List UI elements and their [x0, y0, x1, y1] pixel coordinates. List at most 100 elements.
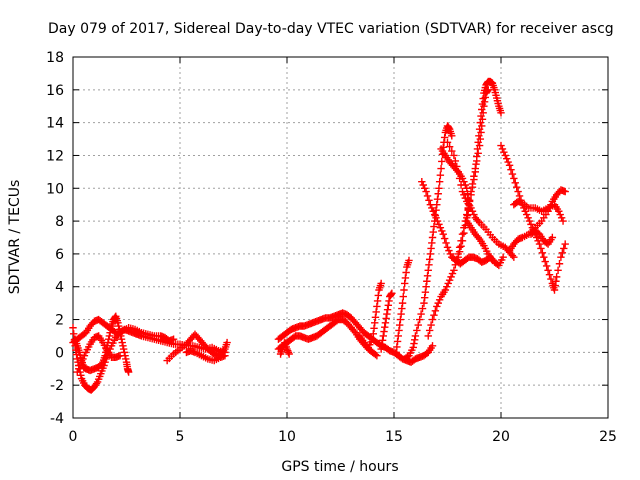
data-point [384, 301, 392, 310]
data-point [448, 132, 456, 140]
data-point [114, 322, 123, 330]
data-point [381, 319, 390, 327]
series-arc22 [527, 227, 557, 248]
data-point [369, 330, 378, 338]
data-point [493, 94, 501, 102]
data-point [457, 181, 465, 189]
data-point [421, 288, 430, 296]
data-point [395, 326, 403, 335]
data-point [398, 299, 407, 307]
data-point [507, 165, 515, 174]
data-point [508, 170, 517, 178]
series-arc3 [69, 315, 178, 347]
data-point [436, 171, 445, 179]
data-point [440, 234, 449, 243]
data-point [405, 256, 413, 265]
data-point [428, 342, 437, 350]
data-point [435, 184, 443, 192]
data-point [425, 196, 433, 205]
data-point [474, 149, 482, 157]
data-point [437, 164, 445, 173]
data-point [96, 372, 104, 381]
data-point [104, 335, 113, 343]
data-point [450, 266, 458, 275]
data-point [370, 324, 378, 332]
data-point [387, 290, 395, 299]
data-point [493, 97, 502, 105]
data-point [118, 338, 126, 347]
data-point [535, 240, 544, 248]
data-point [415, 315, 424, 324]
data-point [120, 348, 129, 357]
data-point [117, 332, 125, 340]
data-point [480, 98, 489, 106]
data-point [396, 315, 405, 324]
data-point [422, 283, 430, 291]
data-point [492, 91, 500, 99]
data-point [428, 233, 437, 242]
data-point [430, 222, 438, 231]
data-point [514, 187, 522, 196]
x-tick-label: 25 [599, 429, 617, 445]
grid [73, 57, 608, 418]
y-tick-label: 0 [55, 345, 64, 361]
data-point [470, 172, 478, 180]
data-point [463, 190, 472, 198]
data-point [388, 289, 396, 297]
data-point [411, 332, 420, 340]
data-point [374, 291, 383, 300]
data-point [512, 183, 521, 191]
data-point [473, 157, 481, 165]
data-point [429, 228, 437, 236]
data-point [417, 310, 425, 318]
data-point [554, 266, 562, 275]
data-point [383, 310, 391, 318]
data-point [494, 99, 502, 108]
series-arc10 [356, 279, 385, 352]
data-point [454, 168, 462, 176]
data-point [368, 335, 377, 343]
data-point [380, 327, 388, 336]
series-arc19 [497, 141, 569, 294]
series-arc6 [182, 347, 229, 365]
data-point [468, 180, 477, 188]
series-arc12 [392, 256, 413, 357]
x-tick-label: 20 [492, 429, 510, 445]
data-point [455, 248, 464, 256]
y-tick-label: 8 [55, 214, 64, 230]
data-point [559, 217, 567, 225]
data-point [378, 341, 386, 349]
y-tick-label: 10 [46, 181, 64, 197]
series-arc11 [377, 289, 396, 353]
data-point [425, 261, 433, 269]
data-point [428, 239, 436, 247]
data-point [440, 133, 449, 142]
data-point [547, 275, 555, 283]
y-tick-label: 2 [55, 313, 64, 329]
data-point [477, 128, 485, 137]
data-point [383, 306, 392, 314]
data-point [422, 187, 430, 196]
data-point [442, 239, 450, 247]
data-point [478, 115, 487, 124]
data-point [438, 157, 446, 166]
data-point [552, 273, 561, 281]
series-arc13 [401, 122, 456, 363]
data-point [124, 368, 133, 376]
data-point [381, 323, 389, 331]
data-point [402, 268, 410, 277]
data-point [488, 256, 497, 265]
data-point [431, 307, 440, 315]
data-point [491, 88, 499, 97]
x-tick-label: 10 [278, 429, 296, 445]
data-point [114, 319, 122, 327]
data-point [413, 326, 421, 335]
data-points [69, 77, 569, 394]
data-point [420, 293, 429, 302]
data-point [371, 313, 380, 322]
data-point [392, 348, 400, 357]
data-point [105, 332, 114, 340]
data-point [463, 184, 471, 192]
data-point [435, 178, 444, 186]
